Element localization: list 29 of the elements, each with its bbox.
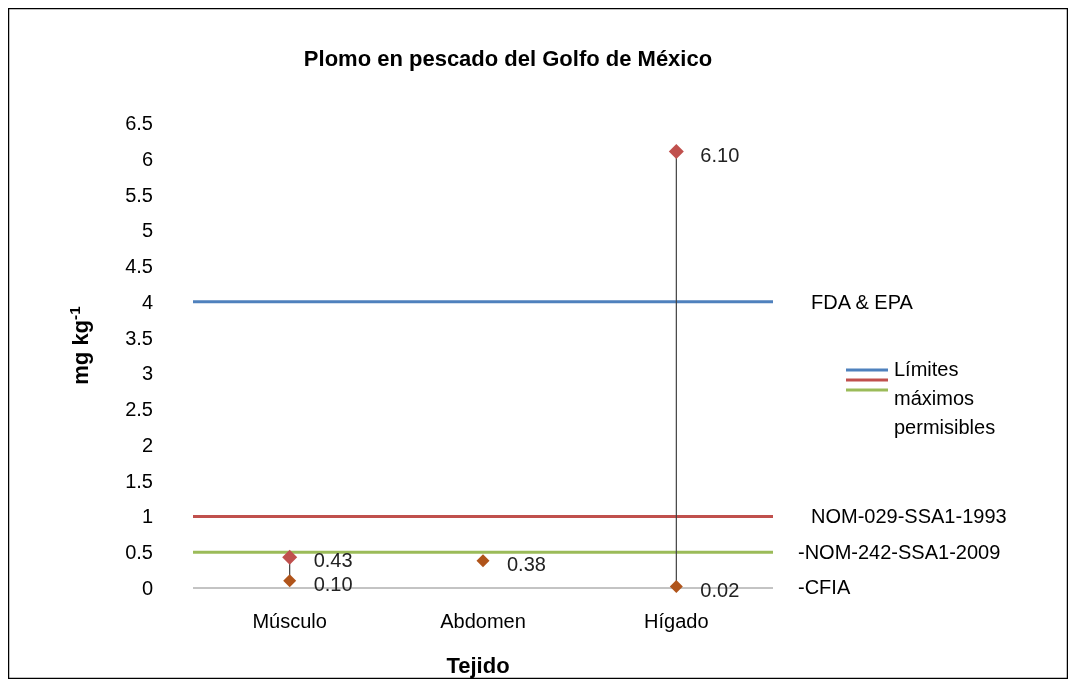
ref-line-label: -NOM-242-SSA1-2009 bbox=[798, 541, 1001, 564]
x-axis-title: Tejido bbox=[446, 653, 510, 678]
data-label: 6.10 bbox=[700, 143, 740, 166]
y-tick-label: 0.5 bbox=[125, 541, 153, 564]
y-tick-label: 5.5 bbox=[125, 183, 153, 206]
ref-line-label: FDA & EPA bbox=[811, 290, 914, 313]
y-tick-label: 4 bbox=[141, 290, 153, 313]
x-tick-label: Músculo bbox=[252, 610, 327, 632]
x-tick-label: Abdomen bbox=[440, 610, 526, 632]
y-tick-label: 4.5 bbox=[125, 255, 153, 278]
y-tick-label: 2 bbox=[141, 433, 153, 456]
y-tick-label: 1.5 bbox=[125, 469, 153, 492]
y-tick-label: 5 bbox=[141, 219, 153, 242]
y-tick-label: 3 bbox=[141, 362, 153, 385]
ref-line-label: NOM-029-SSA1-1993 bbox=[811, 505, 1007, 528]
legend-title: Límites máximos permisibles bbox=[894, 358, 996, 438]
y-tick-label: 6 bbox=[141, 147, 153, 170]
data-label: 0.38 bbox=[507, 552, 546, 575]
y-tick-label: 6.5 bbox=[125, 112, 153, 134]
x-tick-label: Hígado bbox=[644, 610, 709, 632]
y-tick-label: 1 bbox=[141, 505, 153, 528]
y-tick-label: 2.5 bbox=[125, 398, 153, 421]
data-label: 0.43 bbox=[313, 549, 353, 572]
data-label: 0.02 bbox=[700, 578, 740, 601]
y-tick-label: 0 bbox=[141, 577, 153, 599]
y-tick-label: 3.5 bbox=[125, 326, 153, 349]
data-label: 0.10 bbox=[313, 572, 353, 595]
chart-title: Plomo en pescado del Golfo de México bbox=[303, 46, 713, 71]
text: -CFIA bbox=[798, 576, 851, 599]
